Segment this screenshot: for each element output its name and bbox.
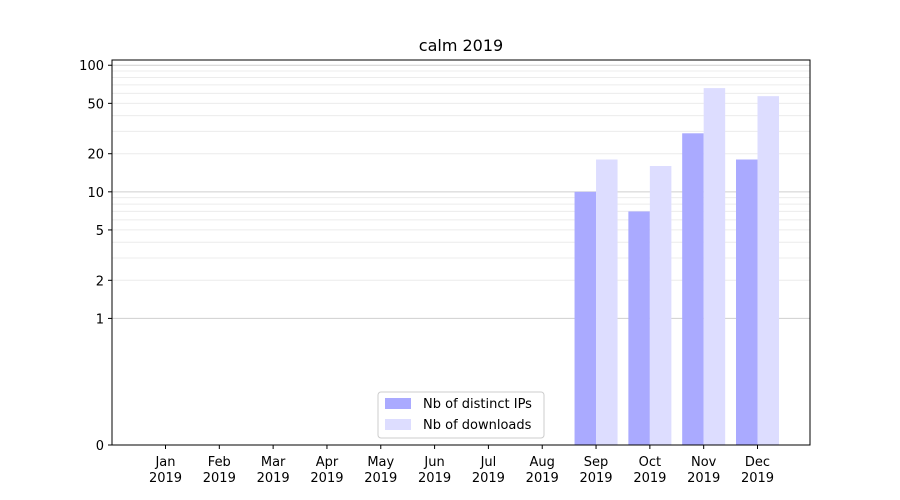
x-tick-label: Apr 2019 [310, 455, 343, 486]
x-tick-label: Nov 2019 [687, 455, 720, 486]
x-tick-label: Dec 2019 [741, 455, 774, 486]
x-tick-label: Oct 2019 [633, 455, 666, 486]
x-tick-label: May 2019 [364, 455, 397, 486]
x-tick-label: Jun 2019 [418, 455, 451, 486]
x-tick-label: Feb 2019 [203, 455, 236, 486]
y-tick-label: 20 [87, 148, 104, 163]
bar-layer [574, 88, 779, 446]
x-tick-label: Jul 2019 [472, 455, 505, 486]
y-tick-label: 100 [79, 59, 104, 74]
legend-label-downloads: Nb of downloads [423, 418, 532, 433]
chart-title: calm 2019 [419, 36, 503, 55]
legend-label-distinct-ips: Nb of distinct IPs [423, 397, 532, 412]
plot-frame [111, 59, 811, 446]
legend: Nb of distinct IPs Nb of downloads [377, 391, 545, 439]
legend-frame [377, 391, 545, 439]
x-tick-label: Jan 2019 [149, 455, 182, 486]
bar-distinct-ips [574, 191, 597, 445]
x-tick-label: Aug 2019 [526, 455, 559, 486]
bar-distinct-ips [736, 159, 758, 445]
y-tick-label: 10 [87, 186, 104, 201]
bar-distinct-ips [682, 133, 704, 445]
y-tick-label: 2 [96, 274, 104, 289]
bar-downloads [649, 165, 672, 446]
legend-swatch-distinct-ips [385, 398, 411, 409]
y-tick-label: 1 [96, 312, 104, 327]
legend-swatch-downloads [385, 419, 411, 430]
bar-distinct-ips [628, 211, 650, 445]
x-tick-label: Mar 2019 [257, 455, 290, 486]
x-tick-label: Sep 2019 [579, 455, 612, 486]
y-tick-label: 50 [87, 97, 104, 112]
grid-layer [112, 64, 810, 319]
bar-downloads [757, 96, 779, 446]
bar-downloads [703, 88, 726, 445]
y-tick-label: 5 [96, 224, 104, 239]
bar-downloads [596, 159, 618, 445]
y-tick-label: 0 [96, 439, 104, 454]
axis-layer: 0 1 2 5 10 20 50 100 Jan 2019 Feb 2019 Mar 2019 Apr 201… [79, 59, 774, 486]
